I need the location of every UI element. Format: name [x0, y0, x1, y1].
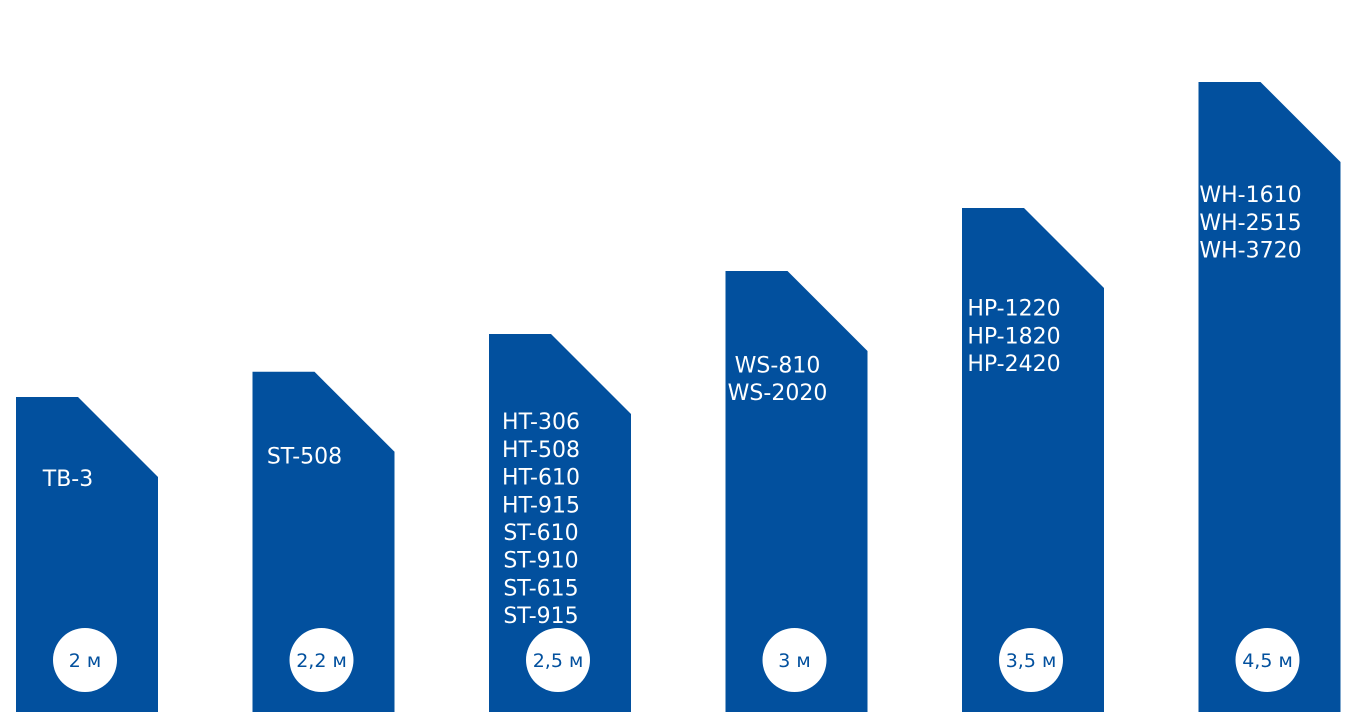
- bar: [962, 208, 1104, 712]
- model-label: WS-2020: [728, 381, 828, 406]
- height-badge: 3,5 м: [999, 628, 1063, 692]
- model-label: WH-2515: [1199, 211, 1301, 236]
- height-label: 3,5 м: [1006, 650, 1057, 672]
- height-badge-circle: [1235, 628, 1300, 692]
- model-label: HT-610: [502, 466, 580, 491]
- height-badge: 2 м: [53, 628, 117, 692]
- model-label: HP-2420: [967, 352, 1060, 377]
- bar-group: ST-508 2,2 м: [252, 371, 395, 712]
- bar-group: TB-3 2 м: [16, 397, 158, 712]
- height-badge: 2,2 м: [289, 628, 354, 692]
- bar: [725, 271, 868, 712]
- model-label: HT-508: [502, 438, 580, 463]
- height-badge-circle: [526, 628, 590, 692]
- height-label: 3 м: [778, 650, 810, 672]
- model-label: HT-306: [502, 410, 580, 435]
- bar: [1198, 82, 1341, 712]
- model-label: WH-1610: [1199, 183, 1301, 208]
- height-badge: 4,5 м: [1235, 628, 1300, 692]
- model-label: ST-508: [267, 444, 342, 469]
- height-label: 2,2 м: [296, 650, 347, 672]
- bar: [16, 397, 158, 712]
- bar: [489, 334, 631, 712]
- model-label: ST-615: [503, 576, 578, 601]
- bar-model-labels: WH-1610 WH-2515 WH-3720: [1199, 183, 1301, 263]
- bar-group: WS-810 WS-2020 3 м: [725, 271, 868, 712]
- height-badge-circle: [289, 628, 354, 692]
- model-label: HT-915: [502, 493, 580, 518]
- height-badge: 3 м: [762, 628, 827, 692]
- model-label: ST-910: [503, 549, 578, 574]
- bar-model-labels: ST-508: [267, 444, 342, 469]
- height-badge-circle: [999, 628, 1063, 692]
- model-label: WS-810: [735, 353, 821, 378]
- model-label: WH-3720: [1199, 239, 1301, 264]
- height-badge-circle: [53, 628, 117, 692]
- bar: [252, 371, 395, 712]
- bar-model-labels: WS-810 WS-2020: [728, 353, 828, 406]
- bar-model-labels: TB-3: [42, 467, 93, 492]
- model-label: TB-3: [42, 467, 93, 492]
- bar-group: WH-1610 WH-2515 WH-3720 4,5 м: [1198, 82, 1341, 712]
- model-label: HP-1220: [967, 297, 1060, 322]
- height-label: 4,5 м: [1242, 650, 1293, 672]
- height-label: 2 м: [69, 650, 101, 672]
- height-badge-circle: [762, 628, 827, 692]
- model-label: ST-610: [503, 521, 578, 546]
- model-label: HP-1820: [967, 324, 1060, 349]
- height-badge: 2,5 м: [526, 628, 590, 692]
- height-label: 2,5 м: [533, 650, 584, 672]
- model-label: ST-915: [503, 604, 578, 629]
